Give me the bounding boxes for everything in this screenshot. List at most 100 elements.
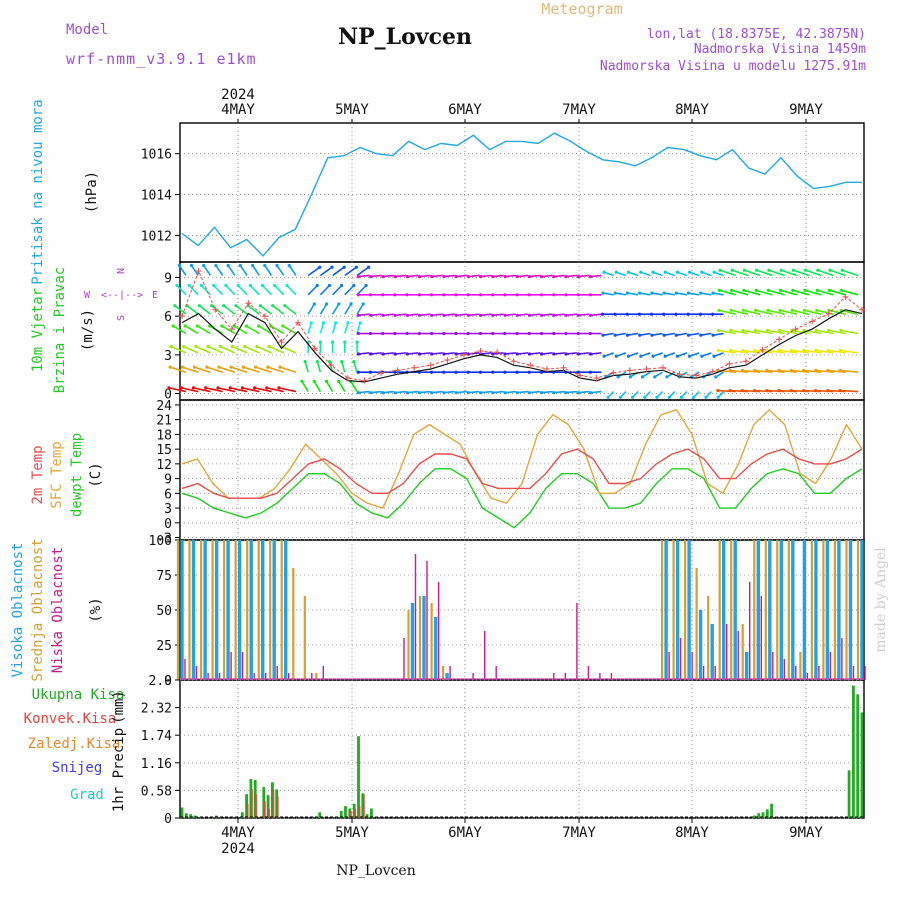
wind-arrow xyxy=(553,352,565,355)
wind-arrow xyxy=(284,305,297,315)
wind-arrow-head xyxy=(717,328,721,332)
wind-arrow xyxy=(689,271,700,277)
wind-arrow-head xyxy=(430,331,434,336)
cloud-bar-high xyxy=(261,540,265,680)
wind-arrow xyxy=(235,305,248,315)
wind-arrow-head xyxy=(527,293,531,297)
top-day-label: 6MAY xyxy=(448,102,482,118)
wind-arrow-head xyxy=(828,268,832,272)
wind-arrow xyxy=(566,274,578,278)
wind-arrow-head xyxy=(405,313,409,317)
legend-freezing-rain: Zaledj.Kisa xyxy=(28,736,121,752)
ytick-label: 2.32 xyxy=(141,702,172,717)
wind-arrow xyxy=(431,352,443,355)
wind-arrow-head xyxy=(479,313,483,317)
wind-arrow xyxy=(718,309,736,315)
cloud-bar-mid xyxy=(269,540,272,680)
cloud-bar-low xyxy=(841,638,843,680)
wind-gust-marker xyxy=(278,338,285,345)
wind-arrow-head xyxy=(381,391,385,395)
wind-arrow-head xyxy=(381,331,385,336)
wind-arrow xyxy=(701,271,712,277)
wind-arrow xyxy=(183,345,199,354)
wind-arrow-head xyxy=(303,360,307,364)
wind-arrow-head xyxy=(712,270,716,274)
wind-arrow xyxy=(755,309,773,315)
wind-arrow xyxy=(370,352,382,355)
cloud-bar-high xyxy=(837,540,841,680)
wind-arrow xyxy=(590,352,602,355)
wind-arrow xyxy=(356,303,364,315)
wind-arrow-head xyxy=(312,302,316,306)
wind-arrow-head xyxy=(393,391,397,395)
wind-arrow-head xyxy=(827,328,831,332)
wind-key-south: S xyxy=(116,315,127,321)
wind-arrow xyxy=(268,345,285,354)
wind-arrow-head xyxy=(650,333,654,337)
t2m-series-line xyxy=(181,448,863,499)
bottom-day-label: 5MAY xyxy=(335,825,369,841)
wind-gust-marker xyxy=(295,319,302,326)
wind-arrow-head xyxy=(527,275,532,279)
cloud-bar-low xyxy=(726,624,728,680)
wind-arrow-head xyxy=(667,395,671,399)
wind-arrow-head xyxy=(730,268,734,272)
wind-arrow xyxy=(282,325,297,335)
wind-arrow-head xyxy=(814,368,818,373)
wind-arrow-head xyxy=(312,379,316,383)
wind-arrow-head xyxy=(765,368,769,373)
wind-gust-marker xyxy=(361,377,368,384)
wind-arrow-head xyxy=(814,389,818,393)
wind-arrow-head xyxy=(675,354,680,358)
temp-ylabel-dewpt: dewpt Temp xyxy=(69,433,85,517)
cloud-bar-low xyxy=(241,652,244,680)
cloud-bar-high xyxy=(860,540,864,680)
cloud-bar-low xyxy=(749,582,751,680)
wind-arrow xyxy=(767,329,785,335)
wind-arrow-head xyxy=(491,275,495,279)
top-axis-year: 2024 xyxy=(221,87,255,103)
wind-gust-marker xyxy=(179,313,185,320)
wind-gust-markers xyxy=(179,268,865,384)
ytick-label: 0 xyxy=(164,517,172,532)
wind-arrow xyxy=(215,265,224,276)
wind-arrow-head xyxy=(263,263,267,268)
wind-arrow-head xyxy=(405,331,409,336)
wind-arrow xyxy=(689,352,700,357)
cloud-bar-high xyxy=(814,540,818,680)
wind-arrow xyxy=(804,309,822,315)
wind-arrow xyxy=(492,390,504,394)
wind-arrow-head xyxy=(356,313,360,317)
panel-frame-precip xyxy=(179,679,865,819)
wind-gust-marker xyxy=(825,310,832,317)
wind-arrow-head xyxy=(712,354,716,358)
precip-bar-total xyxy=(262,787,266,818)
wind-arrow xyxy=(517,274,529,278)
wind-arrow-head xyxy=(251,263,255,268)
wind-arrow xyxy=(316,361,322,373)
wind-arrow xyxy=(677,352,688,357)
wind-arrow-head xyxy=(564,331,568,336)
wind-arrow-head xyxy=(243,344,247,349)
wind-arrow-head xyxy=(718,268,722,272)
precip-bar-total xyxy=(757,813,761,818)
cloud-bar-low xyxy=(276,666,278,680)
wind-arrow-head xyxy=(753,348,757,352)
wind-arrow-head xyxy=(442,275,446,279)
wind-arrow xyxy=(338,380,346,392)
wind-arrow-head xyxy=(576,352,581,356)
wind-arrow-head xyxy=(182,344,186,349)
pressure-ylabel-name: Pritisak na nivou mora xyxy=(30,99,46,284)
wind-arrow-head xyxy=(273,283,277,288)
precip-bar-total xyxy=(253,779,257,818)
cloud-bar-mid xyxy=(176,540,180,680)
wind-arrow xyxy=(304,361,309,373)
wind-arrow-head xyxy=(218,344,222,349)
wind-arrow-head xyxy=(195,324,200,328)
wind-arrow-head xyxy=(754,288,758,292)
temp-ylabel-t2m: 2m Temp xyxy=(30,445,46,504)
wind-gust-marker xyxy=(842,293,849,300)
wind-arrow xyxy=(529,390,541,394)
cloud-bar-high xyxy=(722,540,726,680)
wind-arrow-head xyxy=(177,263,181,268)
